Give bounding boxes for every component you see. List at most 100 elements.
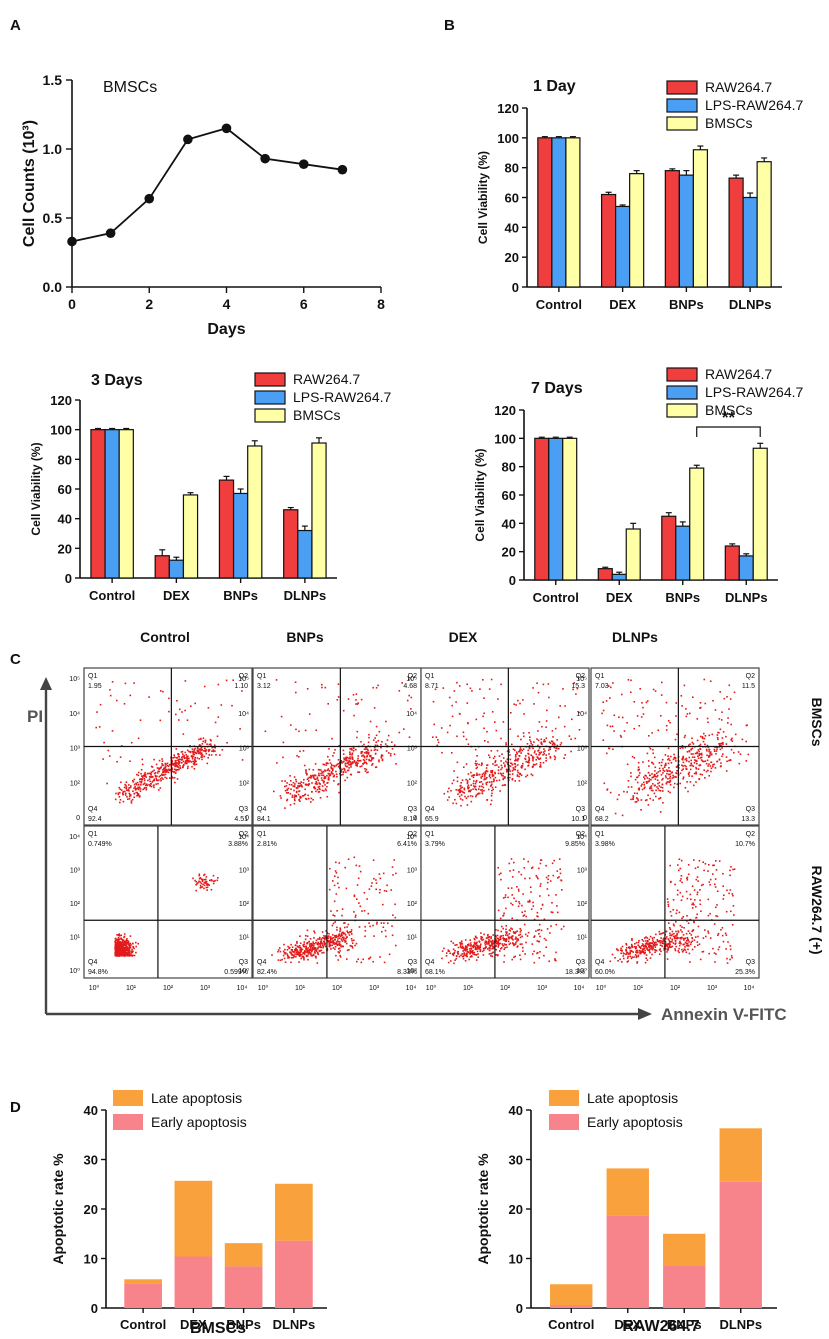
event-dot bbox=[503, 912, 505, 915]
event-dot bbox=[703, 678, 706, 681]
x-tick-label: Control bbox=[536, 297, 582, 312]
x-tick-label: 10¹ bbox=[126, 985, 137, 992]
event-dot bbox=[632, 798, 634, 800]
event-dot bbox=[139, 795, 141, 797]
event-dot bbox=[721, 711, 723, 713]
event-dot bbox=[217, 683, 220, 686]
y-tick-label: 20 bbox=[505, 250, 519, 265]
event-dot bbox=[652, 783, 654, 785]
event-dot bbox=[473, 942, 476, 945]
event-dot bbox=[721, 755, 723, 758]
event-dot bbox=[626, 957, 629, 959]
event-dot bbox=[371, 882, 373, 884]
event-dot bbox=[98, 726, 101, 728]
event-dot bbox=[332, 880, 334, 882]
event-dot bbox=[721, 719, 723, 721]
event-dot bbox=[717, 948, 720, 951]
event-dot bbox=[345, 936, 348, 938]
event-dot bbox=[674, 942, 677, 944]
event-dot bbox=[332, 947, 335, 949]
event-dot bbox=[619, 949, 622, 951]
event-dot bbox=[136, 795, 138, 797]
event-dot bbox=[690, 934, 693, 936]
column-header: DEX bbox=[449, 629, 478, 645]
event-dot bbox=[681, 705, 683, 707]
event-dot bbox=[578, 729, 581, 731]
event-dot bbox=[176, 768, 178, 771]
event-dot bbox=[117, 937, 120, 939]
event-dot bbox=[486, 799, 489, 801]
event-dot bbox=[186, 759, 188, 762]
event-dot bbox=[436, 744, 439, 747]
event-dot bbox=[610, 686, 612, 689]
event-dot bbox=[205, 876, 208, 878]
event-dot bbox=[355, 942, 358, 945]
event-dot bbox=[635, 947, 637, 950]
event-dot bbox=[162, 690, 164, 693]
event-dot bbox=[521, 935, 523, 938]
event-dot bbox=[295, 956, 297, 958]
event-dot bbox=[685, 932, 688, 935]
event-dot bbox=[673, 786, 675, 789]
event-dot bbox=[502, 937, 504, 939]
event-dot bbox=[606, 788, 609, 790]
event-dot bbox=[124, 794, 127, 796]
event-dot bbox=[689, 893, 692, 896]
event-dot bbox=[333, 765, 336, 767]
event-dot bbox=[132, 779, 134, 782]
y-tick-label: 10⁴ bbox=[576, 711, 587, 718]
event-dot bbox=[689, 943, 692, 946]
event-dot bbox=[326, 762, 328, 764]
event-dot bbox=[643, 947, 646, 950]
event-dot bbox=[661, 758, 664, 761]
event-dot bbox=[321, 779, 323, 781]
event-dot bbox=[474, 748, 477, 751]
event-dot bbox=[123, 936, 125, 939]
event-dot bbox=[174, 761, 177, 764]
event-dot bbox=[190, 761, 193, 763]
legend-label: BMSCs bbox=[705, 402, 752, 418]
event-dot bbox=[126, 952, 129, 954]
event-dot bbox=[486, 776, 488, 779]
event-dot bbox=[140, 782, 142, 784]
event-dot bbox=[295, 948, 297, 951]
event-dot bbox=[467, 784, 470, 787]
event-dot bbox=[671, 945, 674, 948]
event-dot bbox=[194, 879, 196, 882]
event-dot bbox=[120, 781, 122, 784]
event-dot bbox=[215, 754, 217, 756]
event-dot bbox=[506, 761, 508, 764]
event-dot bbox=[473, 953, 476, 956]
event-dot bbox=[296, 790, 298, 793]
event-dot bbox=[709, 884, 711, 886]
event-dot bbox=[318, 785, 321, 788]
event-dot bbox=[126, 940, 129, 942]
event-dot bbox=[164, 771, 167, 773]
event-dot bbox=[350, 945, 352, 947]
event-dot bbox=[731, 957, 733, 959]
event-dot bbox=[558, 747, 560, 750]
event-dot bbox=[707, 746, 710, 748]
event-dot bbox=[695, 916, 698, 919]
event-dot bbox=[637, 769, 640, 772]
event-dot bbox=[208, 748, 210, 751]
y-tick-label: 10³ bbox=[239, 746, 250, 753]
event-dot bbox=[558, 876, 560, 878]
event-dot bbox=[117, 939, 120, 942]
event-dot bbox=[127, 948, 130, 950]
event-dot bbox=[537, 877, 539, 880]
event-dot bbox=[541, 725, 543, 728]
event-dot bbox=[645, 781, 648, 783]
event-dot bbox=[699, 958, 702, 961]
event-dot bbox=[340, 761, 342, 763]
event-dot bbox=[356, 736, 358, 739]
event-dot bbox=[649, 786, 652, 788]
event-dot bbox=[714, 961, 716, 963]
event-dot bbox=[518, 780, 521, 782]
event-dot bbox=[658, 767, 661, 770]
event-dot bbox=[148, 778, 151, 780]
event-dot bbox=[194, 751, 197, 754]
event-dot bbox=[188, 750, 190, 753]
y-tick-label: 100 bbox=[494, 431, 516, 446]
event-dot bbox=[339, 930, 341, 933]
